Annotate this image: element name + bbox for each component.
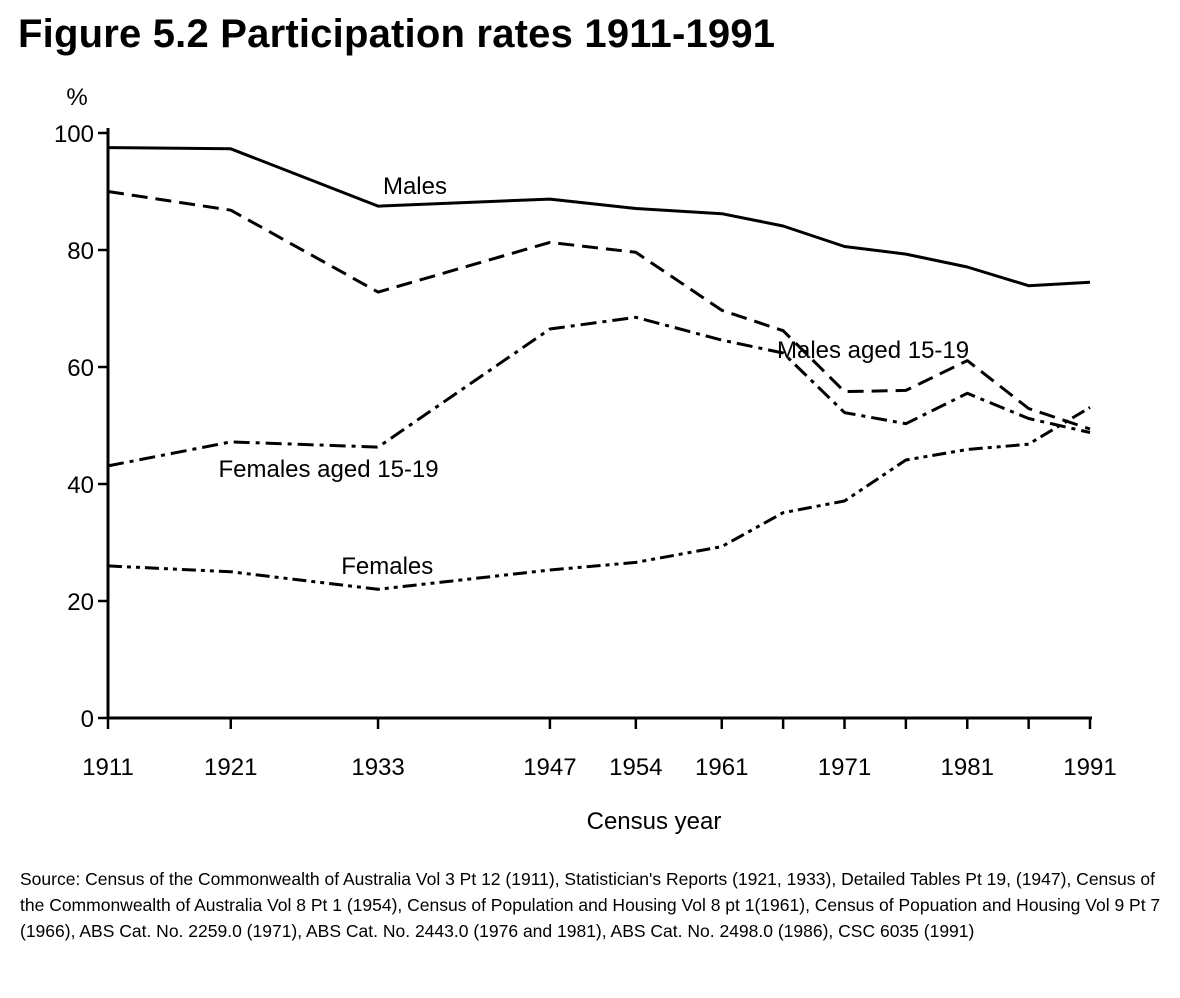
x-tick-label-1961: 1961	[695, 754, 748, 781]
x-axis-label: Census year	[587, 808, 722, 835]
source-note: Source: Census of the Commonwealth of Au…	[20, 869, 1161, 941]
series-line-females-aged-15-19	[107, 315, 1091, 468]
series-line-females	[107, 406, 1091, 591]
y-axis-label: %	[66, 84, 87, 111]
x-tick-label-1954: 1954	[609, 754, 662, 781]
chart-title: Figure 5.2 Participation rates 1911-1991	[18, 12, 776, 56]
x-tick-label-1933: 1933	[351, 754, 404, 781]
y-tick-label-0: 0	[81, 706, 94, 733]
y-tick-label-40: 40	[67, 472, 94, 499]
participation-rates-chart: 0 20 40 60 80 100 1911 1921 1933 1947 1954 1961 1971…	[54, 84, 1117, 835]
x-tick-label-1911: 1911	[82, 754, 134, 781]
series-lines	[107, 146, 1091, 591]
y-tick-label-20: 20	[67, 589, 94, 616]
series-label-males-aged-15-19: Males aged 15-19	[777, 337, 969, 364]
x-tick-label-1991: 1991	[1063, 754, 1116, 781]
x-tick-label-1947: 1947	[523, 754, 576, 781]
labels: Males Males aged 15-19 Females aged 15-19 F…	[218, 173, 969, 580]
x-tick-label-1981: 1981	[941, 754, 994, 781]
axes: 0 20 40 60 80 100 1911 1921 1933 1947 1954 1961 1971…	[54, 84, 1117, 835]
series-line-males-aged-15-19	[107, 190, 1091, 431]
series-label-females: Females	[341, 553, 433, 580]
x-tick-label-1921: 1921	[204, 754, 257, 781]
y-tick-label-80: 80	[67, 238, 94, 265]
y-tick-label-60: 60	[67, 355, 94, 382]
series-label-females-aged-15-19: Females aged 15-19	[218, 456, 438, 483]
series-line-males	[107, 146, 1091, 288]
x-tick-label-1971: 1971	[818, 754, 871, 781]
series-label-males: Males	[383, 173, 447, 200]
y-tick-label-100: 100	[54, 121, 94, 148]
